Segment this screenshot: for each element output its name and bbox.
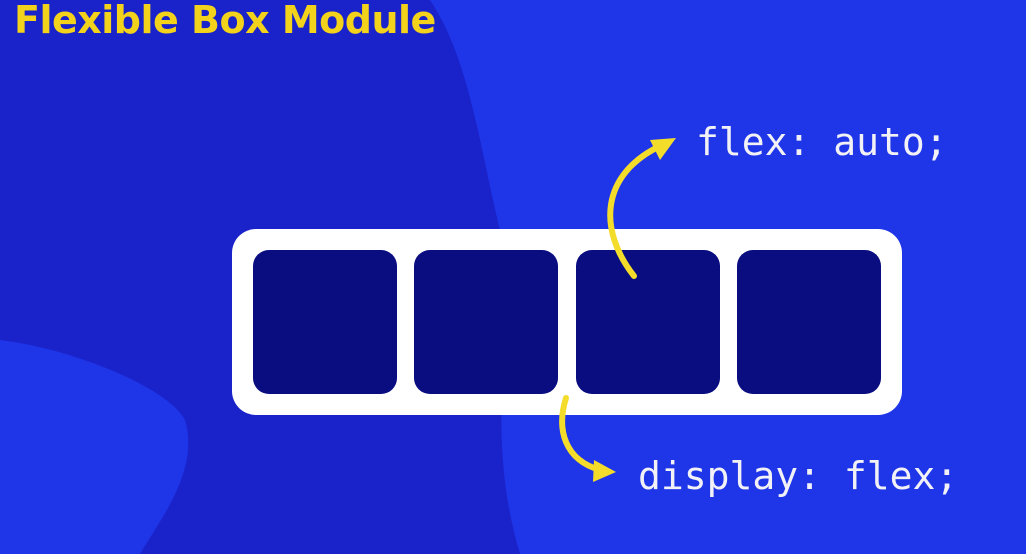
background-blob-lower [0,340,189,554]
flex-container [232,229,902,415]
flex-item [253,250,397,394]
page-title: Flexible Box Module [14,0,436,42]
flex-item [736,250,881,394]
flex-item [575,250,720,394]
flex-auto-label: flex: auto; [696,120,948,164]
flex-item [414,250,559,394]
display-flex-label: display: flex; [638,454,959,498]
